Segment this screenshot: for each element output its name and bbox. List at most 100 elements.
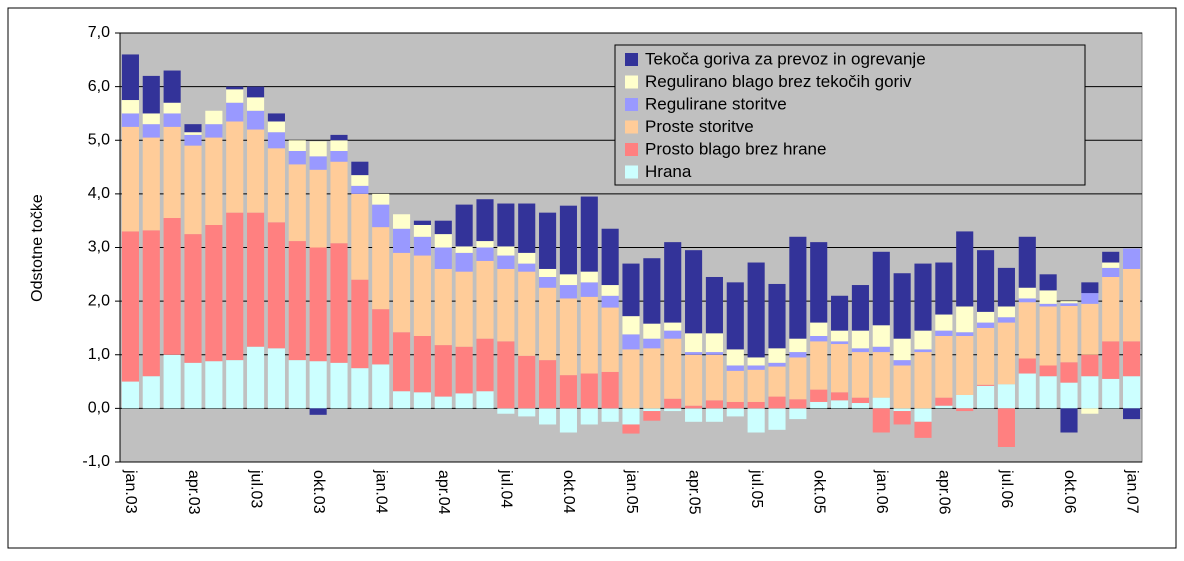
bar-segment bbox=[914, 421, 932, 438]
bar-segment bbox=[622, 334, 640, 350]
bar-segment bbox=[831, 400, 849, 409]
bar-segment bbox=[413, 220, 431, 225]
bar-segment bbox=[184, 362, 202, 409]
bar-segment bbox=[997, 322, 1015, 385]
bar-segment bbox=[226, 102, 244, 122]
bar-segment bbox=[810, 341, 828, 390]
bar-segment bbox=[330, 243, 348, 363]
bar-segment bbox=[497, 268, 515, 342]
bar-segment bbox=[184, 134, 202, 146]
bar-segment bbox=[226, 89, 244, 103]
bar-segment bbox=[351, 175, 369, 186]
bar-segment bbox=[1018, 236, 1036, 288]
bar-segment bbox=[831, 344, 849, 393]
bar-segment bbox=[205, 137, 223, 225]
bar-segment bbox=[1060, 303, 1078, 306]
bar-segment bbox=[309, 247, 327, 362]
bar-segment bbox=[664, 330, 682, 339]
bar-segment bbox=[956, 231, 974, 307]
x-tick-label: okt.06 bbox=[1061, 470, 1078, 514]
bar-segment bbox=[977, 322, 995, 328]
bar-segment bbox=[497, 341, 515, 409]
bar-segment bbox=[497, 203, 515, 247]
y-axis-label: Odstotne točke bbox=[29, 194, 46, 302]
bar-segment bbox=[851, 352, 869, 398]
bar-segment bbox=[351, 279, 369, 369]
bar-segment bbox=[413, 335, 431, 393]
bar-segment bbox=[393, 252, 411, 333]
bar-segment bbox=[351, 161, 369, 176]
bar-segment bbox=[393, 214, 411, 229]
legend-swatch bbox=[625, 53, 638, 66]
bar-segment bbox=[497, 255, 515, 269]
bar-segment bbox=[539, 287, 557, 361]
bar-segment bbox=[267, 113, 285, 122]
bar-segment bbox=[184, 124, 202, 133]
bar-segment bbox=[434, 234, 452, 248]
bar-segment bbox=[413, 392, 431, 409]
y-tick-label: 1,0 bbox=[88, 346, 110, 363]
bar-segment bbox=[247, 346, 265, 409]
bar-segment bbox=[247, 129, 265, 213]
bar-segment bbox=[1102, 341, 1120, 379]
x-tick-label: jan.05 bbox=[623, 469, 640, 514]
bar-segment bbox=[267, 121, 285, 133]
bar-segment bbox=[601, 285, 619, 296]
bar-segment bbox=[226, 86, 244, 90]
legend-swatch bbox=[625, 120, 638, 134]
bar-segment bbox=[559, 375, 577, 409]
legend-swatch bbox=[625, 98, 638, 111]
bar-segment bbox=[914, 349, 932, 353]
bar-segment bbox=[518, 252, 536, 264]
bar-segment bbox=[747, 369, 765, 402]
bar-segment bbox=[330, 362, 348, 409]
bar-segment bbox=[1081, 354, 1099, 377]
bar-segment bbox=[977, 327, 995, 385]
bar-segment bbox=[351, 185, 369, 194]
bar-segment bbox=[247, 97, 265, 111]
bar-segment bbox=[622, 316, 640, 335]
bar-segment bbox=[1102, 251, 1120, 263]
bar-segment bbox=[247, 86, 265, 98]
bar-segment bbox=[455, 393, 473, 409]
bar-segment bbox=[935, 405, 953, 409]
y-tick-label: 4,0 bbox=[88, 185, 110, 202]
bar-segment bbox=[330, 134, 348, 141]
bar-segment bbox=[539, 360, 557, 409]
bar-segment bbox=[1039, 274, 1057, 291]
x-tick-label: jan.03 bbox=[122, 469, 139, 514]
bar-segment bbox=[351, 193, 369, 280]
bar-segment bbox=[997, 384, 1015, 409]
bar-segment bbox=[643, 323, 661, 339]
bar-segment bbox=[768, 362, 786, 367]
bar-segment bbox=[413, 255, 431, 336]
bar-segment bbox=[831, 392, 849, 401]
bar-segment bbox=[705, 333, 723, 353]
bar-segment bbox=[163, 102, 181, 114]
bar-segment bbox=[309, 169, 327, 248]
bar-segment bbox=[705, 354, 723, 401]
y-tick-label: 6,0 bbox=[88, 78, 110, 95]
bar-segment bbox=[267, 222, 285, 349]
bar-segment bbox=[1081, 282, 1099, 294]
x-tick-label: apr.06 bbox=[936, 470, 953, 515]
bar-segment bbox=[226, 121, 244, 213]
bar-segment bbox=[872, 397, 890, 409]
bar-segment bbox=[288, 164, 306, 242]
bar-segment bbox=[810, 322, 828, 336]
bar-segment bbox=[1060, 301, 1078, 304]
bar-segment bbox=[747, 401, 765, 409]
bar-segment bbox=[935, 335, 953, 398]
bar-segment bbox=[810, 401, 828, 409]
bar-segment bbox=[267, 348, 285, 409]
bar-segment bbox=[226, 212, 244, 361]
bar-segment bbox=[309, 408, 327, 415]
bar-segment bbox=[559, 274, 577, 286]
bar-segment bbox=[643, 258, 661, 324]
bar-segment bbox=[393, 391, 411, 409]
x-tick-label: okt.04 bbox=[560, 470, 577, 514]
bar-segment bbox=[872, 251, 890, 326]
bar-segment bbox=[288, 360, 306, 409]
bar-segment bbox=[205, 224, 223, 362]
bar-segment bbox=[914, 352, 932, 409]
